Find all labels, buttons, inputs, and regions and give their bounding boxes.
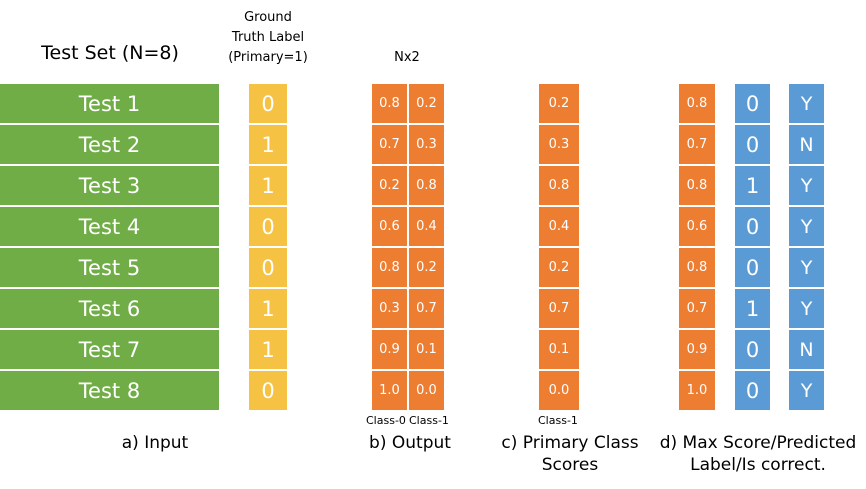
primary-score-cell: 0.1 <box>539 330 579 369</box>
caption-b: b) Output <box>369 433 451 453</box>
caption-d-line: d) Max Score/Predicted <box>659 433 857 453</box>
output-class1-cell: 0.4 <box>409 207 444 246</box>
test-row: Test 7 <box>0 330 219 369</box>
ground-truth-cell: 0 <box>249 248 287 287</box>
predicted-label-cell: 0 <box>735 125 770 164</box>
is-correct-cell: N <box>789 125 824 164</box>
primary-score-column: 0.2 0.3 0.8 0.4 0.2 0.7 0.1 0.0 <box>539 84 579 412</box>
caption-c-line: c) Primary Class <box>501 433 639 453</box>
ground-truth-header-line: Ground <box>244 10 292 25</box>
primary-score-cell: 0.4 <box>539 207 579 246</box>
primary-score-cell: 0.3 <box>539 125 579 164</box>
test-row: Test 4 <box>0 207 219 246</box>
primary-score-cell: 0.2 <box>539 84 579 123</box>
is-correct-cell: Y <box>789 166 824 205</box>
output-class0-cell: 0.8 <box>372 84 407 123</box>
primary-score-cell: 0.2 <box>539 248 579 287</box>
caption-d-line: Label/Is correct. <box>690 455 826 475</box>
output-class1-cell: 0.2 <box>409 84 444 123</box>
test-row: Test 6 <box>0 289 219 328</box>
predicted-label-cell: 1 <box>735 289 770 328</box>
test-list: Test 1 Test 2 Test 3 Test 4 Test 5 Test … <box>0 84 219 412</box>
is-correct-cell: Y <box>789 371 824 410</box>
predicted-label-column: 0 0 1 0 0 1 0 0 <box>735 84 770 412</box>
ground-truth-cell: 1 <box>249 166 287 205</box>
primary-score-cell: 0.0 <box>539 371 579 410</box>
max-score-cell: 0.8 <box>679 84 715 123</box>
primary-score-cell: 0.7 <box>539 289 579 328</box>
output-class0-cell: 0.9 <box>372 330 407 369</box>
output-class0-cell: 0.6 <box>372 207 407 246</box>
is-correct-cell: Y <box>789 207 824 246</box>
ground-truth-header-line: Truth Label <box>231 30 305 45</box>
class1-sublabel: Class-1 <box>409 414 449 427</box>
test-set-title: Test Set (N=8) <box>41 42 179 64</box>
is-correct-cell: Y <box>789 84 824 123</box>
test-row: Test 8 <box>0 371 219 410</box>
output-class0-cell: 0.7 <box>372 125 407 164</box>
ground-truth-header: Ground Truth Label (Primary=1) <box>218 8 318 68</box>
predicted-label-cell: 0 <box>735 207 770 246</box>
output-class1-cell: 0.7 <box>409 289 444 328</box>
test-row: Test 3 <box>0 166 219 205</box>
primary-class-sublabel: Class-1 <box>538 414 578 427</box>
primary-score-cell: 0.8 <box>539 166 579 205</box>
caption-c-line: Scores <box>541 455 599 475</box>
output-class1-cell: 0.3 <box>409 125 444 164</box>
test-row: Test 1 <box>0 84 219 123</box>
predicted-label-cell: 0 <box>735 84 770 123</box>
predicted-label-cell: 1 <box>735 166 770 205</box>
test-row: Test 5 <box>0 248 219 287</box>
output-class0-cell: 0.2 <box>372 166 407 205</box>
is-correct-column: Y N Y Y Y Y N Y <box>789 84 824 412</box>
output-class0-column: 0.8 0.7 0.2 0.6 0.8 0.3 0.9 1.0 <box>372 84 407 412</box>
max-score-column: 0.8 0.7 0.8 0.6 0.8 0.7 0.9 1.0 <box>679 84 715 412</box>
output-class1-cell: 0.8 <box>409 166 444 205</box>
ground-truth-cell: 0 <box>249 371 287 410</box>
output-class1-cell: 0.1 <box>409 330 444 369</box>
ground-truth-cell: 0 <box>249 207 287 246</box>
caption-d: d) Max Score/Predicted Label/Is correct. <box>652 432 864 476</box>
predicted-label-cell: 0 <box>735 248 770 287</box>
max-score-cell: 0.8 <box>679 248 715 287</box>
ground-truth-column: 0 1 1 0 0 1 1 0 <box>249 84 287 412</box>
max-score-cell: 0.8 <box>679 166 715 205</box>
is-correct-cell: N <box>789 330 824 369</box>
max-score-cell: 1.0 <box>679 371 715 410</box>
output-class1-cell: 0.2 <box>409 248 444 287</box>
ground-truth-cell: 0 <box>249 84 287 123</box>
is-correct-cell: Y <box>789 289 824 328</box>
max-score-cell: 0.6 <box>679 207 715 246</box>
output-class1-column: 0.2 0.3 0.8 0.4 0.2 0.7 0.1 0.0 <box>409 84 444 412</box>
max-score-cell: 0.9 <box>679 330 715 369</box>
predicted-label-cell: 0 <box>735 371 770 410</box>
class0-sublabel: Class-0 <box>366 414 406 427</box>
ground-truth-cell: 1 <box>249 330 287 369</box>
max-score-cell: 0.7 <box>679 289 715 328</box>
max-score-cell: 0.7 <box>679 125 715 164</box>
ground-truth-cell: 1 <box>249 289 287 328</box>
nx2-label: Nx2 <box>394 50 420 65</box>
ground-truth-header-line: (Primary=1) <box>228 50 308 65</box>
output-class0-cell: 1.0 <box>372 371 407 410</box>
output-class1-cell: 0.0 <box>409 371 444 410</box>
caption-c: c) Primary Class Scores <box>490 432 650 476</box>
output-class0-cell: 0.3 <box>372 289 407 328</box>
predicted-label-cell: 0 <box>735 330 770 369</box>
output-class0-cell: 0.8 <box>372 248 407 287</box>
ground-truth-cell: 1 <box>249 125 287 164</box>
test-row: Test 2 <box>0 125 219 164</box>
is-correct-cell: Y <box>789 248 824 287</box>
caption-a: a) Input <box>121 433 189 453</box>
